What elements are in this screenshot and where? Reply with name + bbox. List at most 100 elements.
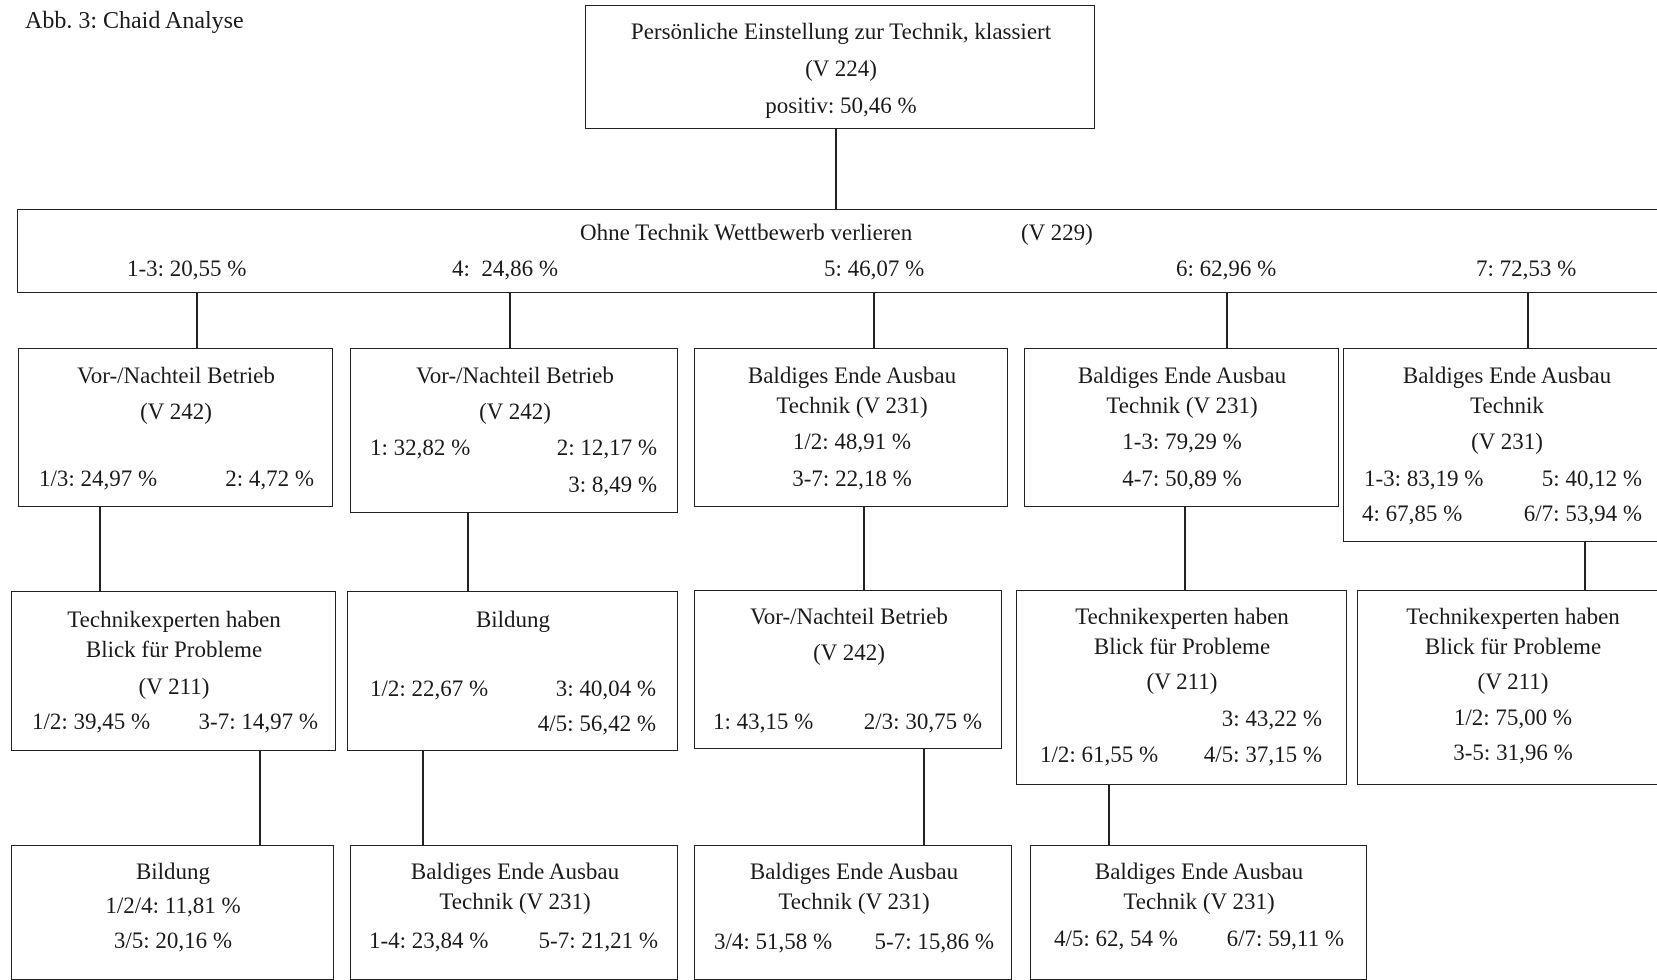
node-value: 4: 67,85 %: [1362, 501, 1463, 526]
connector-line: [1584, 542, 1586, 590]
connector-line: [467, 512, 469, 592]
node-title: Vor-/Nachteil Betrieb: [77, 363, 275, 388]
node-ende-ausbau-technik: Baldiges Ende Ausbau Technik (V 231) 1-3…: [1024, 348, 1339, 507]
node-variable: Technik (V 231): [1106, 393, 1258, 418]
node-value: 5-7: 21,21 %: [538, 928, 658, 953]
node-vorteil-betrieb: Vor-/Nachteil Betrieb (V 242) 1: 32,82 %…: [350, 348, 678, 513]
node-bildung: Bildung 1/2: 22,67 % 3: 40,04 % 4/5: 56,…: [347, 591, 678, 751]
node-title: Bildung: [475, 607, 551, 632]
node-value: 5-7: 15,86 %: [874, 929, 994, 954]
connector-line: [259, 750, 261, 846]
connector-line: [1226, 292, 1228, 348]
connector-line: [835, 128, 837, 210]
node-title: Vor-/Nachteil Betrieb: [750, 604, 948, 629]
node-title: Blick für Probleme: [1093, 634, 1271, 659]
root-variable: (V 224): [805, 56, 877, 81]
node-variable: Technik (V 231): [778, 889, 930, 914]
node-title: Vor-/Nachteil Betrieb: [416, 363, 614, 388]
root-node: Persönliche Einstellung zur Technik, kla…: [585, 5, 1095, 129]
node-value: 1/2: 22,67 %: [370, 676, 489, 701]
node-value: 1: 43,15 %: [713, 709, 814, 734]
node-value: 3/4: 51,58 %: [714, 929, 833, 954]
node-variable: (V 242): [479, 399, 551, 424]
node-value: 3: 40,04 %: [555, 676, 656, 701]
node-ende-ausbau-technik: Baldiges Ende Ausbau Technik (V 231) 4/5…: [1030, 845, 1367, 980]
split-node: Ohne Technik Wettbewerb verlieren (V 229…: [17, 209, 1657, 293]
root-value: positiv: 50,46 %: [765, 93, 917, 118]
figure-caption: Abb. 3: Chaid Analyse: [25, 8, 244, 34]
connector-line: [1527, 292, 1529, 348]
node-title: Baldiges Ende Ausbau: [1077, 363, 1287, 388]
node-value: 1-4: 23,84 %: [369, 928, 489, 953]
connector-line: [1184, 506, 1186, 590]
node-value: 2: 12,17 %: [556, 435, 657, 460]
connector-line: [863, 506, 865, 590]
branch-label: 4: 24,86 %: [452, 256, 559, 281]
node-value: 1/2/4: 11,81 %: [105, 893, 241, 918]
node-value: 1/2: 61,55 %: [1040, 742, 1159, 767]
node-value: 1-3: 79,29 %: [1122, 429, 1242, 454]
connector-line: [196, 292, 198, 348]
root-title: Persönliche Einstellung zur Technik, kla…: [630, 19, 1052, 44]
node-value: 4-7: 50,89 %: [1122, 466, 1242, 491]
node-value: 4/5: 62, 54 %: [1054, 926, 1178, 951]
connector-line: [923, 748, 925, 846]
node-ende-ausbau-technik: Baldiges Ende Ausbau Technik (V 231) 1/2…: [694, 348, 1008, 507]
node-variable: (V 231): [1471, 429, 1543, 454]
node-variable: (V 211): [138, 674, 210, 699]
node-value: 6/7: 53,94 %: [1523, 501, 1642, 526]
node-value: 2/3: 30,75 %: [863, 709, 982, 734]
node-title: Baldiges Ende Ausbau: [410, 859, 620, 884]
split-variable: (V 229): [1021, 220, 1093, 245]
branch-label: 7: 72,53 %: [1476, 256, 1577, 281]
node-vorteil-betrieb: Vor-/Nachteil Betrieb (V 242) 1/3: 24,97…: [18, 348, 333, 507]
branch-label: 6: 62,96 %: [1176, 256, 1277, 281]
node-ende-ausbau-technik: Baldiges Ende Ausbau Technik (V 231) 1-4…: [350, 845, 678, 980]
node-title: Technikexperten haben: [1075, 604, 1289, 629]
node-vorteil-betrieb: Vor-/Nachteil Betrieb (V 242) 1: 43,15 %…: [694, 590, 1002, 749]
connector-line: [509, 292, 511, 348]
node-title: Technikexperten haben: [67, 607, 281, 632]
node-value: 1/2: 39,45 %: [32, 709, 151, 734]
node-technikexperten: Technikexperten haben Blick für Probleme…: [1357, 590, 1657, 785]
node-variable: (V 211): [1477, 669, 1549, 694]
connector-line: [1108, 784, 1110, 846]
node-value: 2: 4,72 %: [225, 466, 314, 491]
node-variable: (V 211): [1146, 669, 1218, 694]
node-title: Baldiges Ende Ausbau: [1402, 363, 1612, 388]
node-value: 3/5: 20,16 %: [113, 928, 233, 953]
node-title: Baldiges Ende Ausbau: [1094, 859, 1304, 884]
node-value: 3-7: 22,18 %: [792, 466, 912, 491]
branch-label: 1-3: 20,55 %: [127, 256, 247, 281]
node-ende-ausbau-technik: Baldiges Ende Ausbau Technik (V 231) 3/4…: [694, 845, 1012, 980]
node-variable: Technik (V 231): [1123, 889, 1275, 914]
node-value: 1-3: 83,19 %: [1364, 466, 1484, 491]
node-title: Technik: [1470, 393, 1544, 418]
node-value: 3: 43,22 %: [1221, 706, 1322, 731]
node-title: Technikexperten haben: [1406, 604, 1620, 629]
node-value: 3: 8,49 %: [568, 472, 657, 497]
node-value: 5: 40,12 %: [1541, 466, 1642, 491]
node-variable: Technik (V 231): [439, 889, 591, 914]
node-bildung: Bildung 1/2/4: 11,81 % 3/5: 20,16 %: [11, 845, 334, 980]
node-value: 3-7: 14,97 %: [198, 709, 318, 734]
node-title: Blick für Probleme: [1424, 634, 1602, 659]
connector-line: [99, 506, 101, 592]
node-value: 3-5: 31,96 %: [1453, 740, 1573, 765]
node-technikexperten: Technikexperten haben Blick für Probleme…: [11, 591, 336, 751]
node-technikexperten: Technikexperten haben Blick für Probleme…: [1016, 590, 1347, 785]
node-value: 4/5: 56,42 %: [537, 711, 656, 736]
connector-line: [873, 292, 875, 348]
node-variable: (V 242): [140, 399, 212, 424]
node-title: Bildung: [135, 859, 211, 884]
node-ende-ausbau-technik: Baldiges Ende Ausbau Technik (V 231) 1-3…: [1343, 348, 1657, 542]
node-variable: Technik (V 231): [776, 393, 928, 418]
node-value: 1/3: 24,97 %: [39, 466, 158, 491]
node-title: Baldiges Ende Ausbau: [749, 859, 959, 884]
node-title: Blick für Probleme: [85, 637, 263, 662]
split-title: Ohne Technik Wettbewerb verlieren: [580, 220, 913, 245]
node-value: 6/7: 59,11 %: [1226, 926, 1344, 951]
branch-label: 5: 46,07 %: [824, 256, 925, 281]
node-title: Baldiges Ende Ausbau: [747, 363, 957, 388]
node-variable: (V 242): [813, 640, 885, 665]
